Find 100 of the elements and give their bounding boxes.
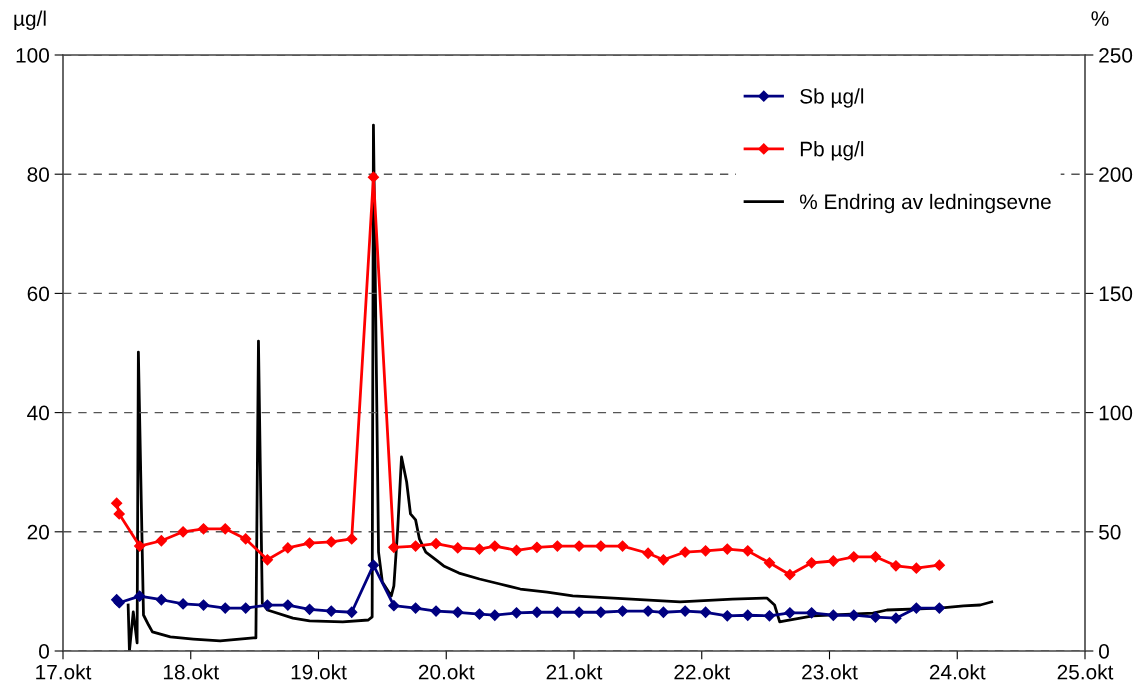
point: [827, 609, 839, 621]
point: [113, 508, 125, 520]
point: [742, 545, 754, 557]
point: [763, 610, 776, 622]
y2-tick-label: 0: [1099, 644, 1109, 659]
point: [388, 600, 400, 612]
point: [510, 544, 523, 556]
point: [197, 523, 210, 535]
point: [197, 599, 210, 611]
point: [890, 612, 902, 624]
point: [303, 603, 316, 615]
point: [531, 606, 543, 618]
point: [679, 546, 691, 558]
point: [430, 538, 442, 550]
point: [219, 602, 231, 614]
y2-tick-label: 250: [1099, 48, 1133, 63]
point: [240, 602, 252, 614]
point: [134, 590, 146, 602]
point: [240, 533, 252, 545]
point: [219, 523, 231, 535]
point: [473, 608, 486, 620]
point: [346, 533, 358, 545]
point: [177, 598, 189, 610]
point: [325, 536, 337, 548]
point: [642, 605, 654, 617]
point: [473, 543, 486, 555]
point: [388, 541, 400, 553]
x-tick-label: 24.okt: [929, 664, 986, 680]
y-tick-label: 100: [16, 48, 49, 63]
point: [616, 605, 629, 617]
y-tick-label: 80: [27, 167, 49, 182]
point: [346, 606, 358, 618]
y2-tick-label: 150: [1099, 286, 1133, 302]
x-tick-label: 25.okt: [1057, 664, 1114, 680]
legend-label: % Endring av ledningsevne: [799, 193, 1051, 214]
point: [933, 559, 945, 571]
point: [784, 569, 796, 581]
point: [551, 540, 563, 552]
y-tick-label: 0: [39, 644, 49, 659]
point: [282, 599, 294, 611]
point: [409, 602, 422, 614]
point: [261, 554, 274, 566]
point: [869, 611, 882, 623]
point: [489, 609, 501, 621]
point: [742, 609, 754, 621]
point: [827, 555, 839, 567]
point: [657, 554, 670, 566]
point: [155, 535, 167, 547]
y-tick-label: 60: [27, 286, 49, 302]
x-tick-label: 18.okt: [163, 664, 219, 680]
point: [595, 606, 607, 618]
point: [616, 540, 629, 552]
point: [452, 542, 464, 554]
x-tick-label: 21.okt: [546, 664, 603, 680]
point: [642, 547, 654, 559]
point: [134, 540, 146, 552]
point: [452, 606, 464, 618]
point: [489, 540, 501, 552]
point: [657, 606, 670, 618]
point: [573, 540, 585, 552]
legend-label: Pb µg/l: [800, 141, 864, 161]
point: [699, 606, 712, 618]
point: [699, 545, 712, 557]
y-tick-label: 40: [27, 405, 49, 421]
point: [910, 602, 922, 614]
point: [679, 605, 691, 617]
point: [806, 607, 818, 619]
y2-tick-label: 50: [1099, 524, 1121, 540]
point: [282, 542, 294, 554]
point: [303, 537, 316, 549]
point: [409, 540, 422, 552]
point: [784, 607, 796, 619]
point: [531, 541, 543, 553]
legend-label: Sb µg/l: [800, 88, 864, 108]
x-tick-label: 23.okt: [802, 664, 858, 680]
point: [721, 610, 733, 622]
point: [890, 560, 902, 572]
point: [573, 606, 585, 618]
point: [510, 607, 523, 619]
x-tick-label: 17.okt: [36, 664, 92, 680]
y-axis-title: µg/l: [14, 10, 46, 30]
point: [848, 609, 860, 621]
point: [325, 605, 337, 617]
y2-tick-label: 100: [1099, 405, 1133, 421]
point: [155, 594, 167, 606]
point: [848, 551, 860, 563]
point: [367, 171, 380, 183]
point: [933, 602, 945, 614]
point: [869, 551, 882, 563]
point: [806, 557, 818, 569]
y2-axis-title: %: [1091, 11, 1109, 26]
point: [910, 562, 922, 574]
x-tick-label: 22.okt: [674, 664, 730, 680]
x-tick-label: 19.okt: [291, 664, 347, 680]
point: [763, 557, 776, 569]
y2-tick-label: 200: [1099, 167, 1133, 182]
point: [177, 526, 189, 538]
point: [111, 497, 123, 509]
point: [367, 559, 380, 571]
point: [721, 543, 733, 555]
